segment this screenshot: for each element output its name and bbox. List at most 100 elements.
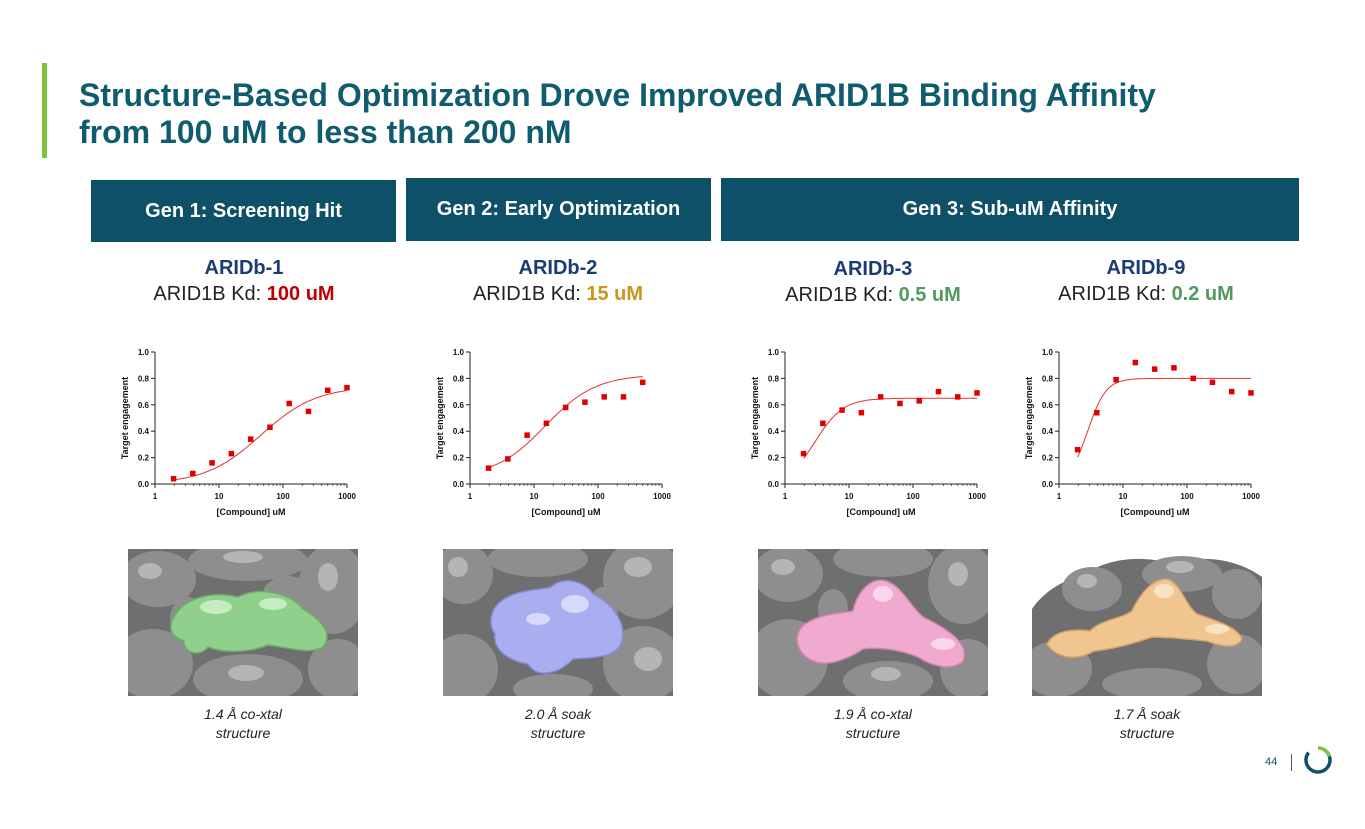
kd-value: 0.2 uM	[1171, 283, 1234, 305]
x-tick-label: 1000	[968, 492, 986, 501]
caption-line2: structure	[1119, 725, 1175, 741]
x-tick-label: 10	[530, 492, 539, 501]
y-axis-label: Target engagement	[435, 377, 445, 459]
slide-title: Structure-Based Optimization Drove Impro…	[79, 77, 1279, 151]
data-point	[1074, 446, 1081, 453]
data-point	[505, 456, 511, 462]
data-point	[1113, 376, 1119, 383]
slide-title-line2: from 100 uM to less than 200 nM	[79, 114, 572, 150]
data-point	[228, 450, 235, 457]
crystal-structure-image-1	[128, 549, 358, 696]
data-point	[247, 436, 254, 442]
data-point	[897, 400, 903, 407]
data-point	[1151, 366, 1158, 372]
x-tick-label: 1	[153, 492, 158, 501]
gen1-header: Gen 1: Screening Hit	[91, 180, 396, 242]
title-accent-bar	[42, 63, 47, 158]
data-point	[543, 420, 550, 427]
data-point	[935, 388, 942, 395]
x-tick-label: 1000	[653, 492, 671, 501]
y-axis-label: Target engagement	[120, 377, 130, 459]
y-tick-label: 0.2	[138, 454, 150, 463]
y-tick-label: 0.8	[453, 374, 465, 383]
kd-prefix: ARID1B Kd:	[785, 284, 899, 306]
structure-caption-1: 1.4 Å co-xtal structure	[128, 705, 358, 743]
data-point	[800, 450, 807, 457]
crystal-structure-image-3	[758, 549, 988, 696]
caption-line1: 1.9 Å co-xtal	[834, 706, 912, 722]
kd-value: 100 uM	[266, 283, 335, 305]
y-tick-label: 0.4	[768, 427, 780, 436]
compound-kd: ARID1B Kd: 15 uM	[438, 281, 678, 307]
data-point	[524, 432, 530, 438]
y-tick-label: 0.8	[768, 374, 780, 383]
data-point	[858, 409, 865, 416]
y-tick-label: 1.0	[768, 348, 780, 357]
kd-prefix: ARID1B Kd:	[472, 283, 587, 305]
y-tick-label: 0.8	[1042, 374, 1054, 383]
x-tick-label: 100	[591, 492, 605, 501]
footer-divider	[1291, 754, 1292, 771]
compound-kd: ARID1B Kd: 0.2 uM	[1026, 281, 1266, 307]
x-tick-label: 1	[1057, 492, 1062, 501]
data-point	[877, 394, 884, 400]
data-point	[1094, 409, 1100, 416]
caption-line1: 2.0 Å soak	[524, 706, 592, 722]
kd-value: 0.5 uM	[898, 284, 961, 306]
data-point	[820, 420, 826, 427]
data-point	[344, 384, 350, 391]
y-axis-label: Target engagement	[750, 377, 760, 459]
x-axis-label: [Compound] uM	[1121, 507, 1190, 517]
data-point	[954, 394, 961, 400]
data-point	[839, 407, 845, 413]
y-tick-label: 1.0	[138, 348, 150, 357]
caption-line2: structure	[845, 725, 901, 741]
caption-line1: 1.7 Å soak	[1113, 706, 1181, 722]
x-tick-label: 100	[1180, 492, 1194, 501]
dose-response-plot-4: 0.0 0.2 0.4 0.6 0.8 1.0 1 10 100 1000 [Compound] u…	[1024, 348, 1260, 517]
data-point	[286, 400, 292, 407]
y-tick-label: 0.0	[453, 480, 465, 489]
compound-name: ARIDb-9	[1106, 257, 1186, 279]
x-axis-label: [Compound] uM	[217, 507, 286, 517]
fit-curve	[1077, 377, 1251, 458]
data-point	[209, 460, 215, 466]
fit-curve	[803, 397, 977, 459]
x-tick-label: 1000	[338, 492, 356, 501]
gen2-header: Gen 2: Early Optimization	[406, 178, 711, 241]
data-point	[267, 424, 273, 430]
fit-curve	[173, 390, 348, 481]
data-point	[1248, 390, 1254, 396]
page-number: 44	[1265, 756, 1278, 768]
y-tick-label: 0.4	[138, 427, 150, 436]
caption-line1: 1.4 Å co-xtal	[204, 706, 282, 722]
y-tick-label: 0.6	[138, 401, 150, 410]
compound-label-2: ARIDb-2 ARID1B Kd: 15 uM	[438, 255, 678, 307]
x-axis-label: [Compound] uM	[532, 507, 601, 517]
x-tick-label: 10	[845, 492, 854, 501]
data-point	[601, 394, 607, 400]
crystal-structure-image-4	[1032, 549, 1262, 696]
gen3-header: Gen 3: Sub-uM Affinity	[721, 178, 1299, 241]
data-point	[1171, 365, 1177, 371]
y-tick-label: 0.8	[138, 374, 150, 383]
y-tick-label: 0.2	[768, 454, 780, 463]
compound-name: ARIDb-3	[833, 258, 913, 280]
data-point	[562, 404, 569, 411]
data-point	[190, 470, 196, 477]
data-point	[974, 390, 980, 396]
company-logo-icon	[1304, 746, 1332, 774]
y-tick-label: 0.0	[138, 480, 150, 489]
dose-response-plot-2: 0.0 0.2 0.4 0.6 0.8 1.0 1 10 100 1000 [Compound] u…	[435, 348, 671, 517]
x-tick-label: 10	[1119, 492, 1128, 501]
compound-kd: ARID1B Kd: 100 uM	[124, 281, 364, 307]
crystal-structure-image-2	[443, 549, 673, 696]
compound-label-4: ARIDb-9 ARID1B Kd: 0.2 uM	[1026, 255, 1266, 307]
compound-label-3: ARIDb-3 ARID1B Kd: 0.5 uM	[753, 256, 993, 308]
kd-value: 15 uM	[586, 283, 644, 305]
y-tick-label: 0.4	[1042, 427, 1054, 436]
compound-kd: ARID1B Kd: 0.5 uM	[753, 282, 993, 308]
kd-prefix: ARID1B Kd:	[153, 283, 267, 305]
x-tick-label: 10	[215, 492, 224, 501]
y-tick-label: 0.6	[453, 401, 465, 410]
